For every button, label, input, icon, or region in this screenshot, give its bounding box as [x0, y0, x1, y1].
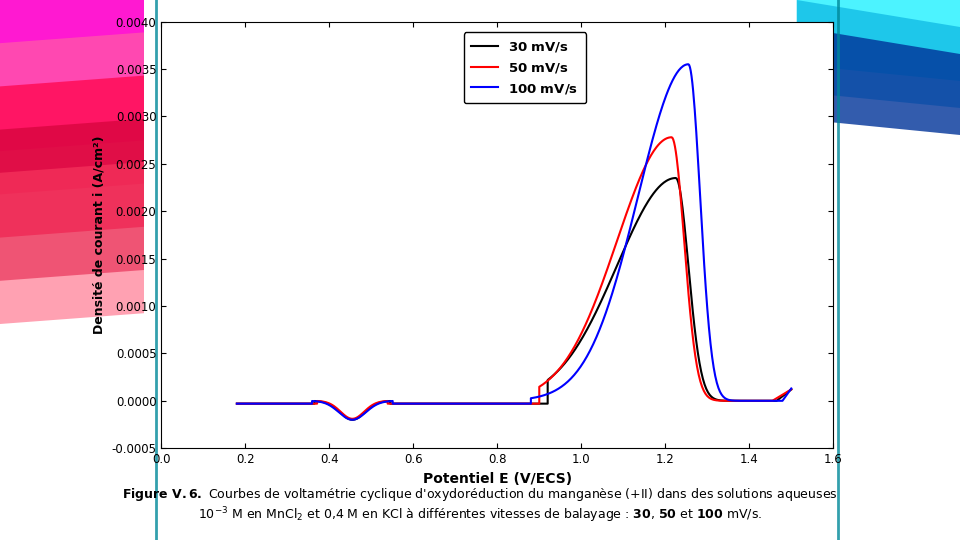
black — [768, 397, 780, 404]
Line: red: red — [237, 137, 791, 419]
blue — [774, 397, 785, 404]
red — [763, 397, 775, 404]
Line: blue: blue — [237, 64, 791, 420]
black — [681, 237, 692, 243]
red — [347, 416, 358, 422]
blue — [558, 382, 569, 388]
black — [670, 175, 682, 181]
red — [676, 207, 687, 214]
red — [785, 386, 797, 393]
red — [666, 134, 678, 140]
Legend: $\bf{30\ mV/s}$, $\bf{50\ mV/s}$, $\bf{100\ mV/s}$: $\bf{30\ mV/s}$, $\bf{50\ mV/s}$, $\bf{1… — [464, 32, 587, 104]
Y-axis label: Densité de courant i (A/cm²): Densité de courant i (A/cm²) — [93, 136, 106, 334]
Polygon shape — [797, 27, 960, 135]
blue — [683, 61, 694, 68]
Polygon shape — [797, 0, 960, 108]
blue — [231, 400, 243, 407]
black — [568, 347, 580, 354]
red — [285, 400, 297, 407]
blue — [775, 397, 786, 404]
black — [528, 400, 540, 407]
black — [284, 400, 296, 407]
blue — [347, 416, 358, 423]
Line: black: black — [237, 178, 791, 420]
Polygon shape — [0, 32, 144, 194]
Text: $\bf{Figure\ V.6.}$ Courbes de voltamétrie cyclique d'oxydoréduction du manganès: $\bf{Figure\ V.6.}$ Courbes de voltamétr… — [122, 486, 838, 525]
blue — [785, 385, 797, 392]
X-axis label: Potentiel E (V/ECS): Potentiel E (V/ECS) — [422, 471, 572, 485]
black — [767, 397, 779, 404]
blue — [282, 400, 294, 407]
red — [561, 356, 572, 362]
Polygon shape — [0, 162, 144, 324]
black — [785, 386, 797, 393]
Polygon shape — [0, 119, 144, 281]
red — [231, 400, 243, 407]
red — [520, 400, 532, 407]
blue — [513, 400, 524, 407]
blue — [692, 154, 704, 161]
Polygon shape — [0, 0, 144, 151]
Polygon shape — [797, 0, 960, 81]
black — [231, 400, 243, 407]
red — [764, 397, 776, 404]
Polygon shape — [0, 76, 144, 238]
black — [347, 416, 358, 423]
